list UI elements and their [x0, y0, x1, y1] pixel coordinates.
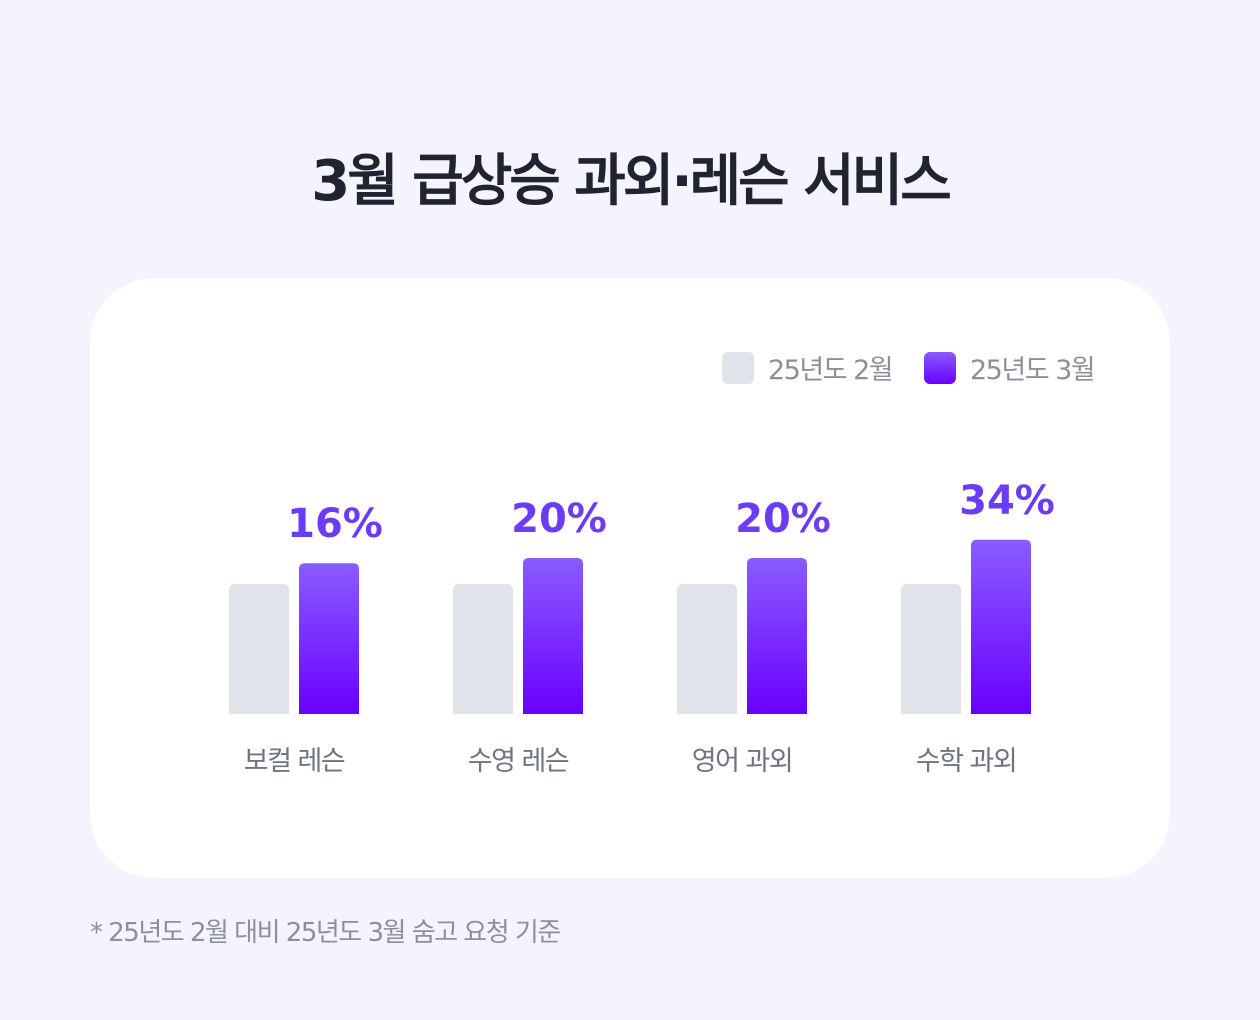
bar-feb-1 [229, 584, 289, 714]
bar-mar-4 [971, 539, 1031, 714]
legend-swatch-feb [722, 351, 754, 384]
bar-mar-2 [523, 558, 583, 714]
bar-mar-1 [299, 563, 359, 714]
page-title: 3월 급상승 과외·레슨 서비스 [311, 149, 951, 214]
legend-swatch-mar [924, 351, 956, 384]
bar-feb-4 [901, 584, 961, 714]
bar-mar-3 [747, 558, 807, 714]
category-label-4: 수학 과외 [916, 746, 1016, 777]
category-label-3: 영어 과외 [692, 746, 792, 777]
data-label-2: 20% [511, 496, 607, 542]
category-label-1: 보컬 레슨 [244, 746, 345, 777]
bar-feb-2 [453, 584, 513, 714]
data-label-1: 16% [287, 501, 383, 547]
legend-label-feb: 25년도 2월 [768, 355, 894, 386]
bar-feb-3 [677, 584, 737, 714]
legend-item-mar: 25년도 3월 [924, 348, 1096, 387]
legend-item-feb: 25년도 2월 [722, 348, 894, 387]
legend-label-mar: 25년도 3월 [970, 355, 1096, 386]
data-label-3: 20% [735, 496, 831, 542]
footnote: * 25년도 2월 대비 25년도 3월 숨고 요청 기준 [90, 918, 561, 948]
category-label-2: 수영 레슨 [468, 746, 569, 777]
data-label-4: 34% [959, 478, 1055, 524]
